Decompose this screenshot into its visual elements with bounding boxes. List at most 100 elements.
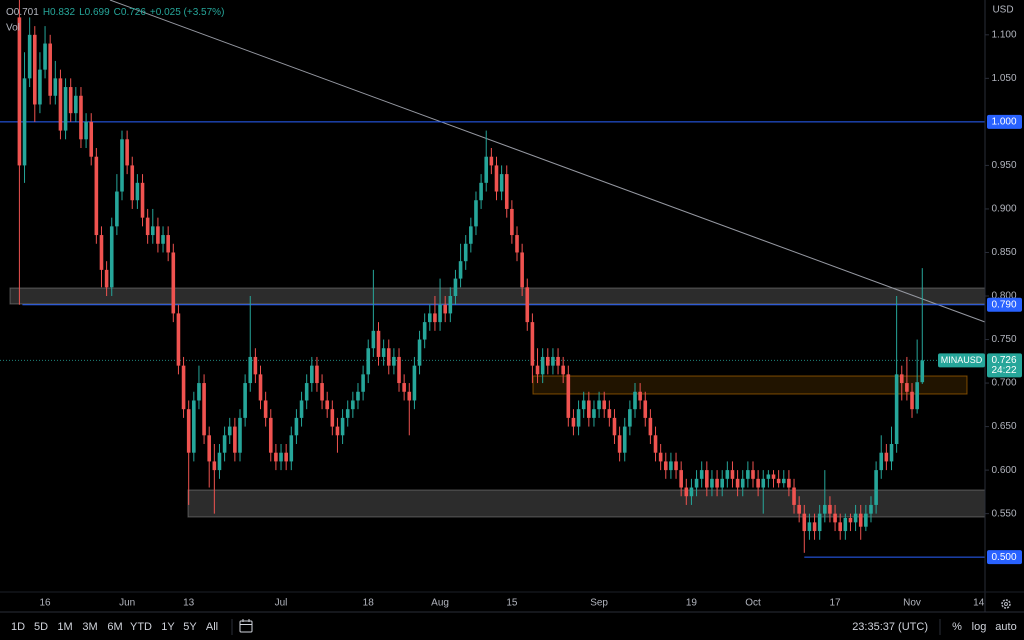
candle-body: [751, 470, 755, 479]
calendar-icon[interactable]: [239, 619, 253, 633]
candle-body: [766, 474, 771, 479]
candle-body: [510, 208, 514, 236]
y-tick-label: 0.750: [991, 334, 1016, 345]
x-tick-label: 19: [686, 598, 698, 609]
candle-body: [84, 121, 88, 140]
candle-body: [566, 374, 571, 418]
range-button[interactable]: 3M: [82, 621, 97, 633]
candle-body: [458, 261, 463, 279]
candle-body: [407, 391, 412, 401]
candle-body: [376, 330, 381, 357]
candle-body: [222, 435, 227, 453]
candle-body: [38, 69, 42, 105]
candle-body: [679, 470, 683, 488]
candle-body: [915, 382, 919, 410]
range-button[interactable]: 1Y: [161, 621, 175, 633]
countdown-label: 24:22: [991, 365, 1016, 376]
y-tick-label: 0.950: [991, 160, 1016, 171]
candle-body: [120, 139, 124, 192]
candle-body: [828, 504, 832, 514]
candle-body: [140, 182, 145, 218]
levels: [0, 121, 985, 558]
candle-body: [833, 513, 837, 523]
candle-body: [161, 235, 165, 244]
candle-body: [330, 409, 335, 427]
candle-body: [109, 226, 114, 288]
candle-body: [551, 356, 555, 366]
candle-body: [653, 435, 658, 453]
candle-body: [602, 400, 607, 410]
settings-icon[interactable]: [1001, 599, 1011, 609]
candle-body: [802, 513, 807, 532]
candle-body: [504, 174, 509, 209]
candle-body: [894, 374, 899, 444]
candle-body: [469, 226, 473, 244]
candle-body: [910, 391, 914, 410]
candle-body: [63, 87, 68, 131]
range-button[interactable]: 1M: [57, 621, 72, 633]
candle-body: [438, 304, 442, 323]
candle-body: [730, 470, 735, 479]
symbol-label-bg: [938, 353, 985, 368]
candle-body: [648, 417, 653, 436]
candle-body: [99, 235, 104, 270]
candle-body: [48, 43, 52, 96]
range-button[interactable]: 5Y: [183, 621, 197, 633]
candle-body: [597, 400, 601, 410]
candle-body: [853, 513, 858, 523]
candle-body: [848, 518, 853, 523]
candle-body: [233, 426, 237, 453]
candle-body: [386, 348, 391, 366]
y-tick-label: 0.550: [991, 508, 1016, 519]
x-tick-label: 17: [830, 598, 842, 609]
candle-body: [530, 322, 535, 366]
currency-label[interactable]: USD: [992, 5, 1013, 16]
candle-body: [135, 182, 140, 201]
candle-body: [628, 409, 632, 427]
x-tick-label: Jun: [119, 598, 135, 609]
candle-body: [699, 470, 704, 479]
candle-body: [674, 461, 678, 471]
candle-body: [227, 426, 232, 436]
candle-body: [499, 174, 504, 192]
candle-body: [792, 487, 796, 505]
candle-body: [561, 365, 565, 375]
candle-body: [689, 487, 694, 497]
candle-body: [284, 452, 288, 462]
candle-body: [325, 400, 329, 410]
candle-body: [761, 478, 766, 488]
y-tick-label: 1.100: [991, 29, 1016, 40]
candle-body: [694, 478, 699, 488]
candle-body: [525, 287, 530, 323]
readout-item: C0.726: [114, 7, 147, 18]
candle-body: [838, 522, 842, 532]
candles: [17, 0, 925, 553]
scale-option[interactable]: log: [972, 621, 987, 633]
candle-body: [807, 522, 812, 532]
candle-body: [453, 278, 458, 296]
candle-body: [402, 383, 406, 392]
candle-body: [874, 470, 878, 505]
range-button[interactable]: 6M: [107, 621, 122, 633]
candle-body: [274, 452, 278, 462]
candle-body: [89, 121, 94, 157]
trendline: [109, 0, 986, 323]
candle-body: [258, 374, 263, 401]
candle-body: [310, 365, 314, 384]
candle-body: [633, 391, 637, 410]
range-button[interactable]: 5D: [34, 621, 48, 633]
candle-body: [812, 522, 817, 532]
scale-option[interactable]: auto: [995, 621, 1016, 633]
candle-body: [74, 95, 78, 114]
range-button[interactable]: 1D: [11, 621, 25, 633]
range-button[interactable]: YTD: [130, 621, 152, 633]
range-button[interactable]: All: [206, 621, 218, 633]
clock: 23:35:37 (UTC): [852, 621, 928, 633]
candle-body: [669, 461, 673, 471]
candle-body: [489, 156, 494, 166]
symbol-label: MINAUSD: [941, 355, 983, 365]
candle-body: [797, 504, 801, 514]
candle-body: [771, 474, 776, 479]
candle-body: [643, 400, 648, 418]
scale-option[interactable]: %: [952, 621, 962, 633]
